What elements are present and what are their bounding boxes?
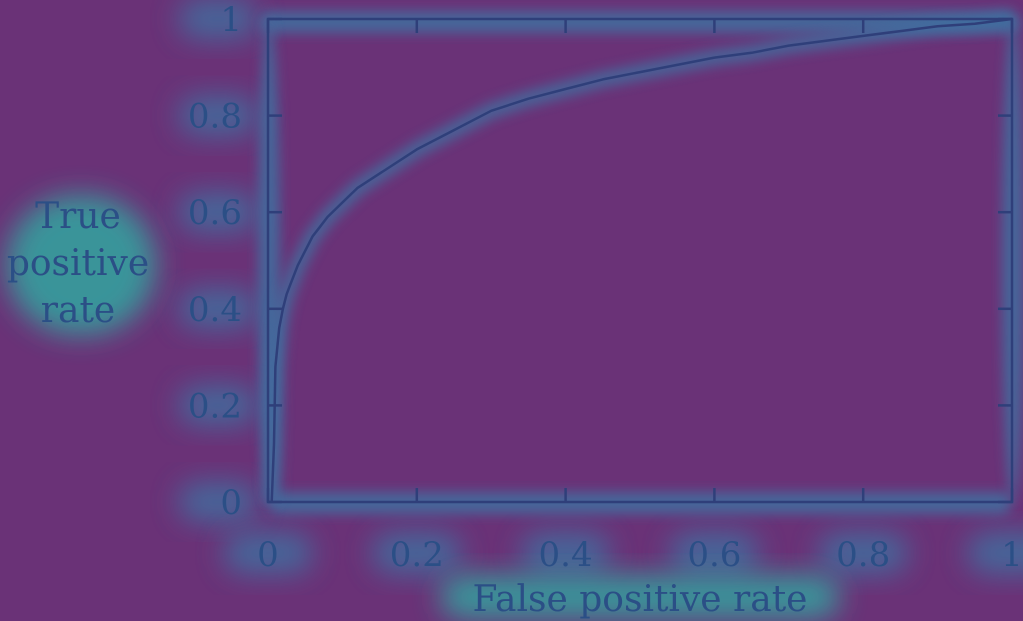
- y-tick-label: 0.2: [188, 386, 242, 426]
- axis-titles: False positive rate True positive rate: [7, 196, 808, 620]
- y-tick-label: 0.6: [188, 193, 242, 233]
- y-axis-title-line: positive: [7, 243, 149, 284]
- glow-halo: [178, 95, 258, 136]
- glow-halo: [967, 532, 1023, 574]
- y-axis-title-line: rate: [41, 290, 115, 331]
- glow-halo: [371, 532, 462, 574]
- y-tick-label: 1: [220, 0, 242, 40]
- x-tick-label: 0.2: [390, 535, 444, 575]
- glow-halo: [818, 532, 909, 574]
- glow-halo: [178, 385, 258, 426]
- x-tick-label: 1: [1001, 535, 1023, 575]
- glow-halo: [178, 192, 258, 233]
- glow-halo: [669, 532, 760, 574]
- glow-halo: [440, 575, 840, 619]
- x-tick-label: 0.8: [836, 535, 890, 575]
- plot-frame: [266, 17, 1014, 504]
- x-tick-label: 0.4: [539, 535, 593, 575]
- y-tick-label: 0: [220, 483, 242, 523]
- y-tick-label: 0.4: [188, 290, 242, 330]
- x-tick-label: 0.6: [687, 535, 741, 575]
- x-tick-label: 0: [257, 535, 279, 575]
- glow-halo: [178, 0, 258, 39]
- glow-halo: [223, 532, 313, 574]
- glow-halo: [520, 532, 611, 574]
- y-axis-title-line: True: [35, 196, 121, 237]
- tick-labels: 0 0.2 0.4 0.6 0.8 1 0 0.2 0.4 0.6 0.8 1: [188, 0, 1023, 575]
- y-tick-label: 0.8: [188, 97, 242, 137]
- glow-halo: [260, 11, 1020, 33]
- glow-layer: [6, 0, 1023, 619]
- roc-curve-line: [270, 17, 1013, 503]
- glow-halo: [178, 288, 258, 329]
- roc-curve-glow: [263, 11, 1014, 503]
- glow-halo: [6, 195, 156, 335]
- x-axis-title: False positive rate: [473, 579, 808, 620]
- glow-halo: [178, 482, 258, 522]
- tick-marks: [266, 17, 1014, 504]
